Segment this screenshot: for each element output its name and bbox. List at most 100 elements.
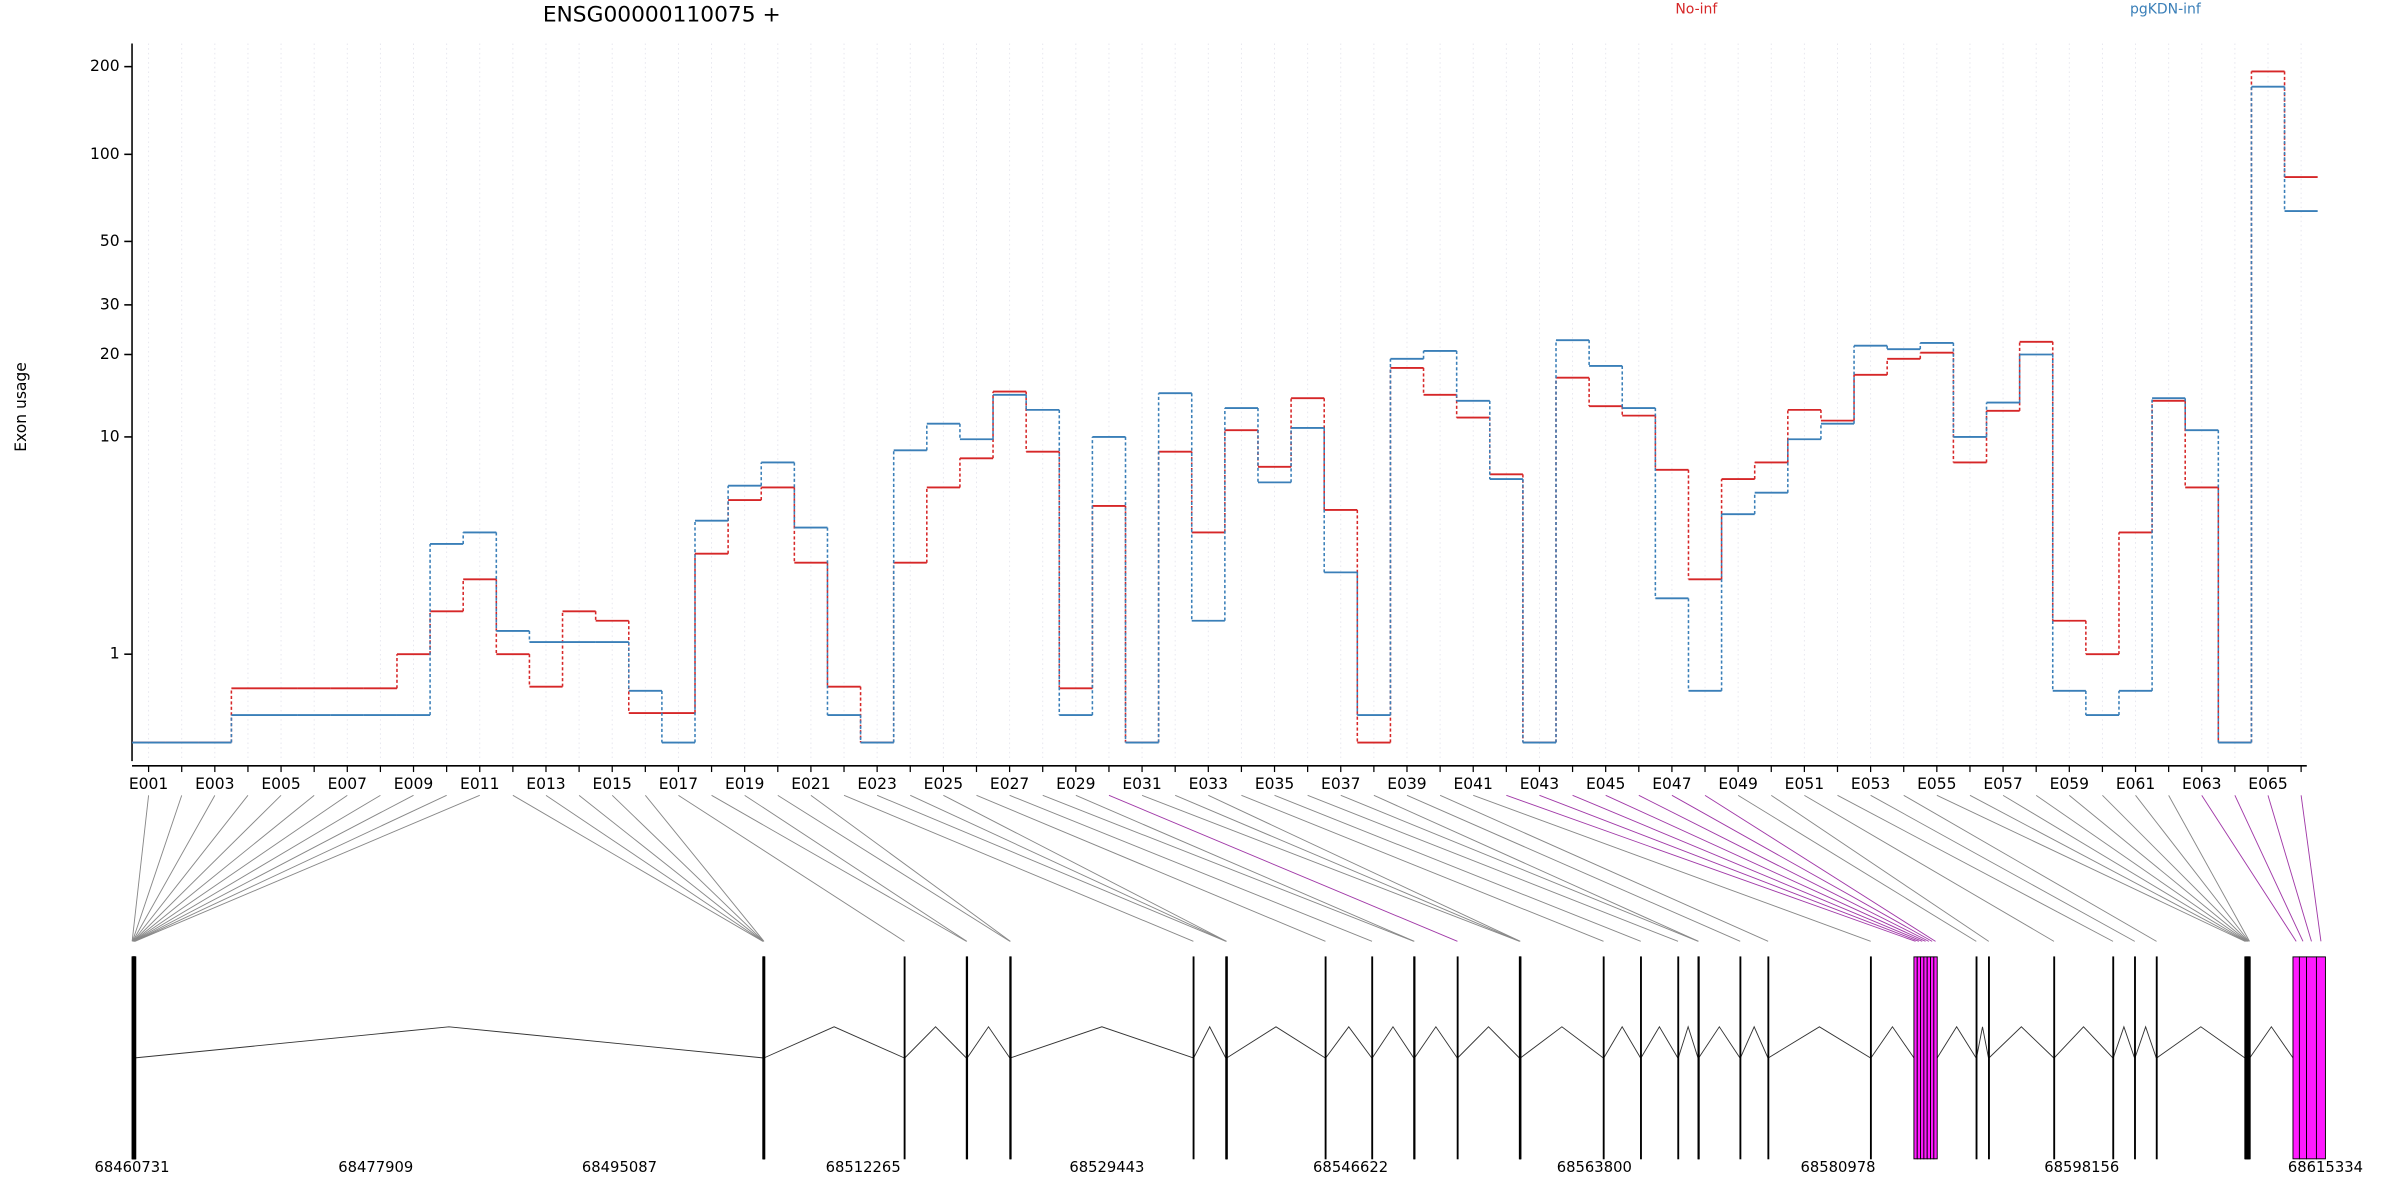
exon-connector	[132, 795, 282, 942]
x-tick-label: E013	[526, 775, 565, 793]
exon-connector	[1936, 794, 2246, 942]
intron	[1936, 1025, 1977, 1059]
exon	[1739, 956, 1742, 1160]
exon-connector	[2102, 795, 2249, 942]
exon-connector	[1241, 794, 1604, 942]
exon	[1869, 956, 1872, 1160]
genome-tick-label: 68460731	[94, 1159, 169, 1176]
exon-connector	[1307, 794, 1679, 942]
exon	[2248, 956, 2251, 1160]
genome-tick-label: 68546622	[1313, 1159, 1388, 1176]
exon-connector	[777, 794, 1011, 942]
intron	[1010, 1026, 1194, 1059]
intron	[1768, 1026, 1871, 1059]
x-tick-label: E059	[2050, 775, 2089, 793]
legend-label: pgKDN-inf	[2130, 1, 2202, 17]
intron	[1193, 1025, 1227, 1059]
intron	[1870, 1025, 1915, 1059]
intron	[1414, 1025, 1458, 1059]
exon	[1913, 956, 1918, 1160]
x-tick-label: E053	[1851, 775, 1890, 793]
y-tick-label: 100	[90, 145, 120, 163]
x-tick-label: E021	[791, 775, 830, 793]
intron	[135, 1026, 763, 1059]
x-tick-label: E057	[1983, 775, 2022, 793]
exon-connector	[1373, 794, 1699, 942]
x-tick-label: E023	[857, 775, 896, 793]
intron	[1520, 1026, 1604, 1059]
exon-connector	[1771, 794, 1990, 942]
x-tick-label: E043	[1520, 775, 1559, 793]
intron	[1988, 1026, 2055, 1059]
exon	[2298, 956, 2307, 1160]
x-tick-label: E017	[659, 775, 698, 793]
intron	[966, 1025, 1011, 1059]
exon	[1975, 956, 1978, 1160]
chart-title: ENSG00000110075 +	[543, 3, 781, 28]
x-tick-label: E007	[328, 775, 367, 793]
x-tick-label: E029	[1056, 775, 1095, 793]
exon-connector	[134, 794, 447, 942]
exon	[1192, 956, 1195, 1160]
x-tick-label: E033	[1189, 775, 1228, 793]
exon	[1413, 956, 1416, 1160]
exon-connector	[843, 794, 1194, 942]
intron	[1603, 1025, 1641, 1059]
legend-label: No-inf	[1675, 1, 1718, 17]
exon-connector	[644, 795, 765, 942]
exon-connector	[1572, 794, 1923, 942]
x-tick-label: E063	[2182, 775, 2221, 793]
genome-tick-label: 68529443	[1069, 1159, 1144, 1176]
exon-connector	[1737, 794, 1977, 942]
y-tick-label: 50	[100, 232, 120, 250]
x-tick-label: E011	[460, 775, 499, 793]
exon-connector	[134, 794, 414, 942]
exon	[1009, 956, 1012, 1160]
y-tick-label: 30	[100, 295, 120, 313]
x-tick-label: E037	[1321, 775, 1360, 793]
exon	[1916, 956, 1922, 1160]
exon-connector	[1473, 794, 1871, 942]
intron	[1226, 1026, 1326, 1059]
exon	[1519, 956, 1522, 1160]
exon-connector	[1174, 794, 1521, 942]
exon-connector	[2201, 795, 2297, 942]
y-tick-label: 200	[90, 57, 120, 75]
exon-connector	[1671, 794, 1933, 942]
exon-connector	[134, 794, 480, 942]
exon	[1456, 956, 1459, 1160]
intron	[1640, 1025, 1679, 1059]
intron	[2134, 1025, 2157, 1059]
x-tick-label: E065	[2248, 775, 2287, 793]
y-tick-label: 20	[100, 345, 120, 363]
exon-connector	[876, 794, 1227, 942]
x-tick-label: E003	[195, 775, 234, 793]
exon-connector	[810, 794, 1011, 942]
exon-connector	[131, 795, 150, 942]
intron	[1976, 1026, 1989, 1058]
exon	[1371, 956, 1374, 1160]
x-tick-label: E051	[1785, 775, 1824, 793]
x-tick-label: E027	[990, 775, 1029, 793]
exon	[1933, 956, 1938, 1160]
exon-connector	[976, 794, 1326, 942]
exon	[2315, 956, 2326, 1160]
exon-connector	[1638, 794, 1930, 942]
x-tick-label: E001	[129, 775, 168, 793]
exon-connector	[744, 794, 968, 942]
exon	[763, 956, 766, 1160]
x-tick-label: E045	[1586, 775, 1625, 793]
intron	[763, 1026, 905, 1059]
exon	[1920, 956, 1925, 1160]
intron	[2249, 1025, 2294, 1059]
exon-connector	[2300, 795, 2322, 942]
exon	[1640, 956, 1642, 1160]
exon-connector	[1439, 794, 1769, 942]
exon-connector	[910, 794, 1227, 942]
exon-connector	[512, 794, 764, 942]
genome-tick-label: 68580978	[1800, 1159, 1875, 1176]
x-tick-label: E035	[1255, 775, 1294, 793]
exon	[2155, 956, 2158, 1160]
exon-connector	[2069, 794, 2248, 942]
